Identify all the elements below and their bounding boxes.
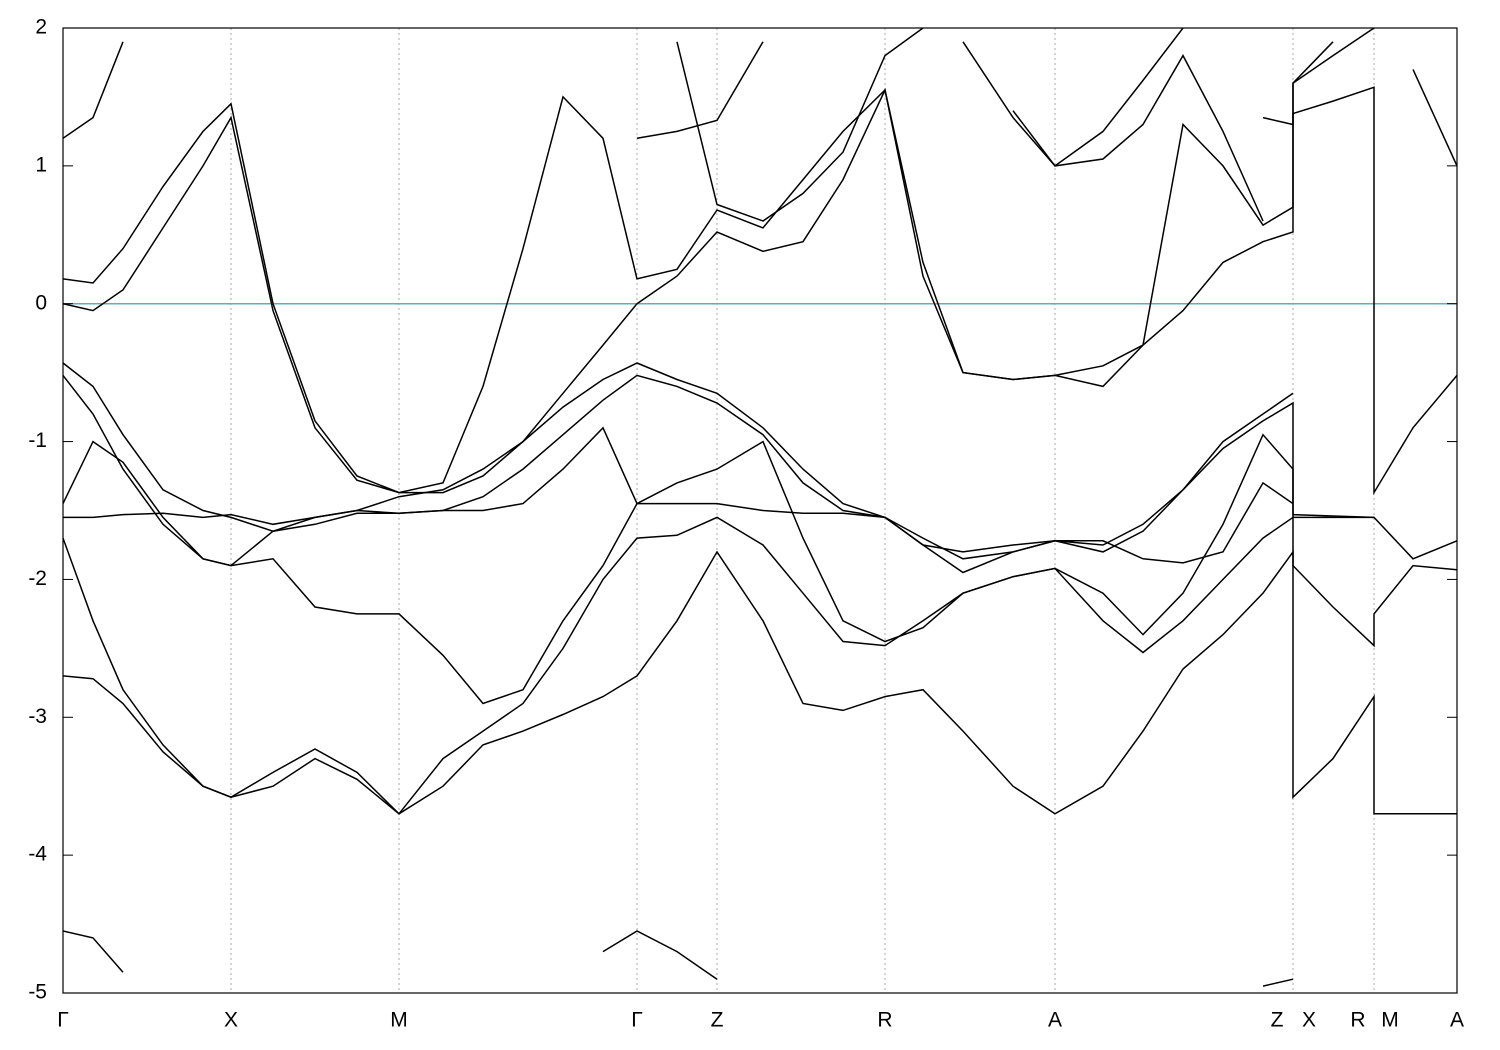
x-tick-label: X bbox=[1302, 1009, 1316, 1032]
band-line bbox=[1262, 978, 1294, 987]
band-line bbox=[63, 374, 1375, 567]
band-line bbox=[63, 41, 124, 139]
x-tick-label: R bbox=[877, 1009, 892, 1032]
x-tick-label: X bbox=[224, 1009, 238, 1032]
band-line bbox=[63, 515, 1457, 815]
y-tick-label: 0 bbox=[35, 291, 47, 314]
y-tick-label: 1 bbox=[35, 153, 47, 176]
x-tick-label: Γ bbox=[631, 1009, 643, 1032]
band-line bbox=[676, 28, 924, 222]
band-line bbox=[962, 28, 1184, 167]
y-tick-label: -2 bbox=[28, 567, 47, 590]
y-tick-label: -4 bbox=[28, 843, 47, 866]
plot-frame bbox=[62, 27, 1458, 994]
band-line bbox=[63, 433, 1457, 705]
band-line bbox=[63, 549, 1457, 815]
x-tick-label: Γ bbox=[57, 1009, 69, 1032]
band-line bbox=[602, 930, 718, 980]
x-tick-label: M bbox=[1381, 1009, 1399, 1032]
band-line bbox=[1012, 54, 1264, 222]
band-line bbox=[636, 41, 764, 140]
x-tick-label: A bbox=[1048, 1009, 1062, 1032]
y-tick-label: -1 bbox=[28, 429, 47, 452]
x-tick-label: A bbox=[1450, 1009, 1464, 1032]
y-tick-label: -5 bbox=[28, 981, 47, 1004]
band-line bbox=[1262, 41, 1334, 126]
band-line bbox=[63, 86, 1457, 496]
bands-layer bbox=[63, 28, 1457, 987]
y-tick-label: 2 bbox=[35, 16, 47, 39]
band-line bbox=[63, 930, 124, 973]
y-tick-label: -3 bbox=[28, 705, 47, 728]
band-line bbox=[63, 362, 1294, 553]
band-line bbox=[1412, 69, 1457, 167]
band-line bbox=[63, 426, 1294, 574]
x-tick-label: Z bbox=[711, 1009, 724, 1032]
x-tick-label: R bbox=[1350, 1009, 1365, 1032]
x-tick-label: Z bbox=[1271, 1009, 1284, 1032]
x-tick-label: M bbox=[390, 1009, 408, 1032]
band-line bbox=[63, 28, 1375, 494]
